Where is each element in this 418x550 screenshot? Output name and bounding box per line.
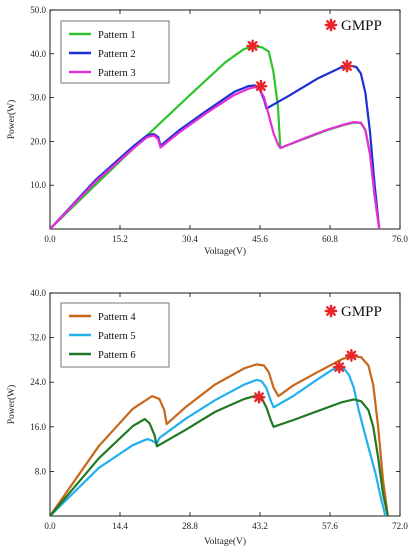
series-line-pattern-3 — [50, 85, 381, 229]
x-tick-label: 76.0 — [392, 234, 408, 244]
series-line-pattern-5 — [50, 366, 387, 516]
legend-label: Pattern 6 — [98, 350, 136, 361]
gmpp-label: GMPP — [341, 304, 382, 320]
plot-area — [50, 354, 389, 516]
y-tick-label: 10.0 — [30, 180, 46, 190]
gmpp-marker-stroke — [334, 362, 345, 373]
x-tick-label: 0.0 — [44, 521, 56, 531]
gmpp-marker-stroke — [254, 392, 264, 403]
y-tick-label: 50.0 — [30, 5, 46, 15]
legend: Pattern 4 Pattern 5 Pattern 6 — [60, 302, 170, 368]
gmpp-annotation: GMPP — [324, 18, 382, 34]
y-tick-label: 8.0 — [35, 466, 47, 476]
gmpp-marker-stroke — [247, 41, 258, 51]
x-axis-label: Voltage(V) — [204, 246, 246, 257]
gmpp-marker-stroke — [256, 81, 266, 92]
gmpp-marker — [252, 390, 266, 404]
gmpp-marker — [246, 39, 260, 53]
x-tick-label: 43.2 — [252, 521, 268, 531]
chart-panel-1: 0.0 15.2 30.4 45.6 60.8 76.0 10.0 20.0 30.0 40.0 5… — [6, 5, 408, 257]
gmpp-legend-marker — [324, 18, 338, 32]
y-tick-label: 20.0 — [30, 136, 46, 146]
y-tick-label: 40.0 — [30, 288, 46, 298]
y-axis-label: Power(W) — [6, 100, 17, 140]
legend-label: Pattern 4 — [98, 312, 136, 323]
legend: Pattern 1 Pattern 2 Pattern 3 — [60, 20, 170, 84]
plot-frame — [49, 292, 401, 517]
x-tick-label: 57.6 — [322, 521, 338, 531]
x-tick-label: 28.8 — [182, 521, 198, 531]
gmpp-label: GMPP — [341, 18, 382, 34]
legend-label: Pattern 2 — [98, 49, 136, 60]
gmpp-marker-stroke — [342, 61, 352, 71]
series-line-pattern-4 — [50, 354, 389, 516]
y-tick-label: 24.0 — [30, 377, 46, 387]
gmpp-marker — [344, 349, 358, 362]
y-axis-label: Power(W) — [6, 385, 17, 425]
x-tick-label: 14.4 — [112, 521, 128, 531]
gmpp-annotation: GMPP — [324, 304, 382, 320]
y-tick-label: 16.0 — [30, 422, 46, 432]
legend-label: Pattern 5 — [98, 331, 136, 342]
gmpp-marker-stroke — [346, 350, 357, 361]
plot-frame — [49, 9, 401, 230]
y-tick-label: 30.0 — [30, 93, 46, 103]
x-tick-label: 15.2 — [112, 234, 128, 244]
x-axis-label: Voltage(V) — [204, 536, 246, 547]
gmpp-marker-stroke — [326, 20, 336, 30]
x-tick-label: 60.8 — [322, 234, 338, 244]
legend-label: Pattern 3 — [98, 68, 136, 79]
x-tick-label: 0.0 — [44, 234, 56, 244]
legend-label: Pattern 1 — [98, 30, 136, 41]
gmpp-marker — [254, 79, 268, 93]
series-line-pattern-6 — [50, 395, 389, 516]
gmpp-marker — [340, 59, 354, 73]
series-line-pattern-2 — [50, 64, 381, 229]
gmpp-legend-marker — [324, 304, 338, 318]
x-tick-label: 72.0 — [392, 521, 408, 531]
chart-panel-2: 0.0 14.4 28.8 43.2 57.6 72.0 8.0 16.0 24.0 32.0 40… — [6, 288, 408, 547]
y-tick-label: 32.0 — [30, 333, 46, 343]
gmpp-marker-stroke — [326, 306, 336, 316]
y-tick-label: 40.0 — [30, 49, 46, 59]
x-tick-label: 30.4 — [182, 234, 198, 244]
x-tick-label: 45.6 — [252, 234, 268, 244]
gmpp-marker — [332, 360, 346, 374]
